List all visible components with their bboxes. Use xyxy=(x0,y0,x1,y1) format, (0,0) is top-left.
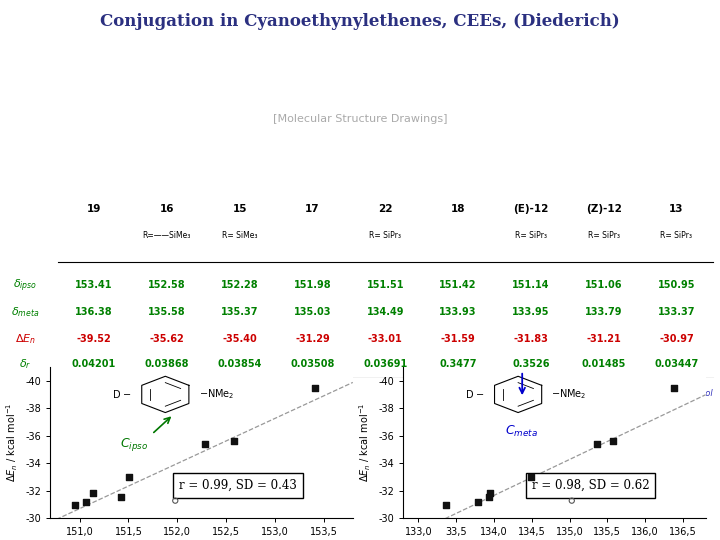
Text: -31.83: -31.83 xyxy=(513,334,548,344)
Text: 135.03: 135.03 xyxy=(294,307,331,317)
Point xyxy=(525,472,536,481)
Text: 151.98: 151.98 xyxy=(294,280,331,291)
Text: 153.41: 153.41 xyxy=(76,280,113,291)
Text: 18: 18 xyxy=(451,204,465,214)
Text: -31.29: -31.29 xyxy=(295,334,330,344)
Point xyxy=(124,472,135,481)
Text: 135.58: 135.58 xyxy=(148,307,186,317)
Text: Conjugation in Cyanoethynylethenes, CEEs, (Diederich): Conjugation in Cyanoethynylethenes, CEEs… xyxy=(100,14,620,30)
Point xyxy=(566,496,577,505)
Point xyxy=(69,501,81,509)
Text: $\delta_{ipso}$: $\delta_{ipso}$ xyxy=(13,277,37,294)
Text: 151.42: 151.42 xyxy=(439,280,477,291)
Text: r = 0.98, SD = 0.62: r = 0.98, SD = 0.62 xyxy=(532,478,649,491)
Text: BP86/TZ2P. Energy Values in kcal/mol: BP86/TZ2P. Energy Values in kcal/mol xyxy=(555,389,713,397)
Text: 0.03447: 0.03447 xyxy=(654,359,698,369)
Text: (Z)-12: (Z)-12 xyxy=(585,204,621,214)
Point xyxy=(199,440,210,449)
Y-axis label: $\Delta E_n$ / kcal mol$^{-1}$: $\Delta E_n$ / kcal mol$^{-1}$ xyxy=(357,403,373,482)
Text: -35.40: -35.40 xyxy=(222,334,257,344)
Point xyxy=(80,497,91,506)
Text: $\delta_r$: $\delta_r$ xyxy=(19,357,32,370)
Text: $\delta_{meta}$: $\delta_{meta}$ xyxy=(11,305,40,319)
Text: 0.03508: 0.03508 xyxy=(290,359,335,369)
Text: 151.51: 151.51 xyxy=(366,280,404,291)
Point xyxy=(228,437,240,445)
Point xyxy=(169,496,181,505)
Text: 133.79: 133.79 xyxy=(585,307,622,317)
Text: 19: 19 xyxy=(87,204,102,214)
Text: r = 0.99, SD = 0.43: r = 0.99, SD = 0.43 xyxy=(179,478,297,491)
Text: R=——SiMe₃: R=——SiMe₃ xyxy=(143,231,191,240)
Text: $C_{meta}$: $C_{meta}$ xyxy=(505,423,538,438)
Text: 0.04201: 0.04201 xyxy=(72,359,116,369)
Point xyxy=(88,489,99,497)
Text: R= SiPr₃: R= SiPr₃ xyxy=(660,231,693,240)
Text: 133.95: 133.95 xyxy=(512,307,549,317)
Text: $-$NMe$_2$: $-$NMe$_2$ xyxy=(552,388,587,401)
Text: -39.52: -39.52 xyxy=(76,334,112,344)
Text: 133.37: 133.37 xyxy=(657,307,695,317)
Text: (E)-12: (E)-12 xyxy=(513,204,549,214)
Text: 151.06: 151.06 xyxy=(585,280,622,291)
Text: 16: 16 xyxy=(160,204,174,214)
Text: R= SiPr₃: R= SiPr₃ xyxy=(369,231,401,240)
Text: -31.21: -31.21 xyxy=(586,334,621,344)
Point xyxy=(115,492,127,501)
Text: R= SiMe₃: R= SiMe₃ xyxy=(222,231,257,240)
Point xyxy=(441,501,452,509)
Text: 134.49: 134.49 xyxy=(366,307,404,317)
Point xyxy=(472,497,484,506)
Point xyxy=(485,489,496,497)
Text: 0.3477: 0.3477 xyxy=(439,359,477,369)
Text: 22: 22 xyxy=(378,204,392,214)
Text: 151.14: 151.14 xyxy=(512,280,549,291)
Text: -30.97: -30.97 xyxy=(659,334,694,344)
Text: 0.03691: 0.03691 xyxy=(363,359,408,369)
Text: 135.37: 135.37 xyxy=(221,307,258,317)
Text: [Molecular Structure Drawings]: [Molecular Structure Drawings] xyxy=(273,114,447,124)
Text: 15: 15 xyxy=(233,204,247,214)
Text: R= SiPr₃: R= SiPr₃ xyxy=(588,231,620,240)
Text: D $-$: D $-$ xyxy=(112,388,132,401)
Point xyxy=(668,383,680,392)
Text: 17: 17 xyxy=(575,489,588,498)
Text: 150.95: 150.95 xyxy=(657,280,695,291)
Text: $C_{ipso}$: $C_{ipso}$ xyxy=(120,436,149,453)
Point xyxy=(483,492,495,501)
Text: 17: 17 xyxy=(305,204,320,214)
Text: 0.01485: 0.01485 xyxy=(582,359,626,369)
Text: -35.62: -35.62 xyxy=(150,334,184,344)
Text: 17: 17 xyxy=(179,489,191,498)
Text: -31.59: -31.59 xyxy=(441,334,475,344)
Text: D $-$: D $-$ xyxy=(465,388,485,401)
Y-axis label: $\Delta E_n$ / kcal mol$^{-1}$: $\Delta E_n$ / kcal mol$^{-1}$ xyxy=(4,403,20,482)
Text: R= SiPr₃: R= SiPr₃ xyxy=(515,231,546,240)
Text: -33.01: -33.01 xyxy=(368,334,402,344)
Point xyxy=(592,440,603,449)
Text: 0.03854: 0.03854 xyxy=(217,359,262,369)
Text: 136.38: 136.38 xyxy=(75,307,113,317)
Text: $-$NMe$_2$: $-$NMe$_2$ xyxy=(199,388,234,401)
Text: 152.58: 152.58 xyxy=(148,280,186,291)
Point xyxy=(309,383,320,392)
Text: 13: 13 xyxy=(669,204,684,214)
Point xyxy=(608,437,619,445)
Text: $\Delta E_n$: $\Delta E_n$ xyxy=(14,332,36,346)
Text: 0.3526: 0.3526 xyxy=(512,359,549,369)
Text: 0.03868: 0.03868 xyxy=(145,359,189,369)
Text: 152.28: 152.28 xyxy=(221,280,258,291)
Text: 133.93: 133.93 xyxy=(439,307,477,317)
